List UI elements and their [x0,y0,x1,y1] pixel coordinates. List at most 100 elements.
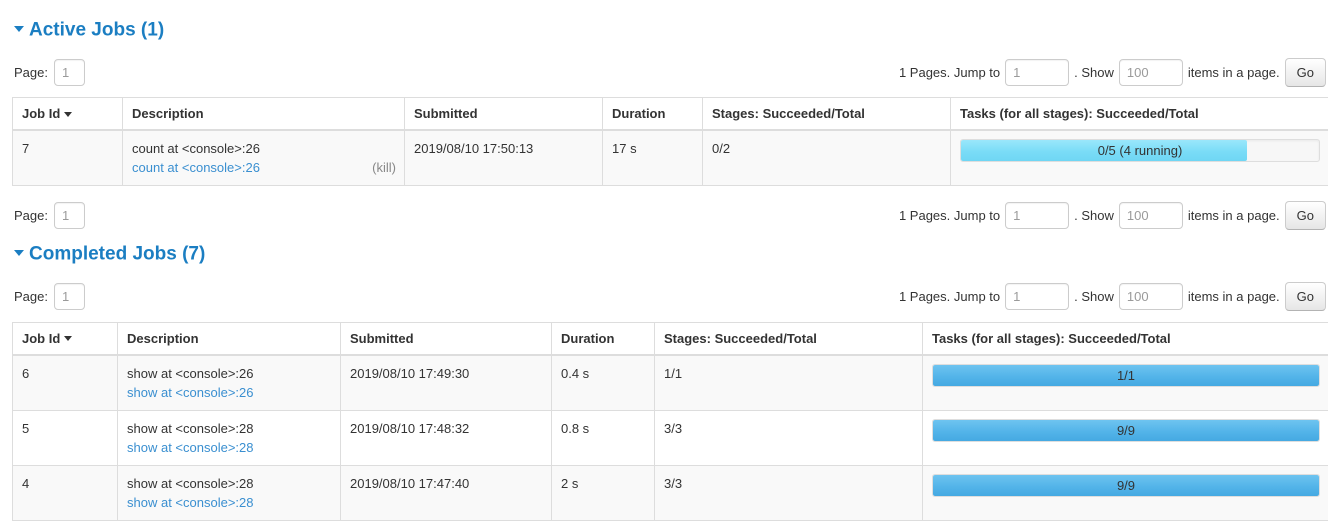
active-paging-bottom: Page: 1 Pages. Jump to . Show items in a… [0,198,1328,232]
pages-jump-label: 1 Pages. Jump to [899,289,1000,304]
col-header-job-id[interactable]: Job Id [13,322,118,355]
job-detail-link[interactable]: show at <console>:28 [127,438,332,457]
task-progress-label: 0/5 (4 running) [961,140,1319,161]
job-description-text: show at <console>:26 [127,364,332,383]
col-header-description[interactable]: Description [123,98,405,131]
col-header-tasks-label: Tasks (for all stages): Succeeded/Total [960,106,1199,121]
show-label: . Show [1074,65,1114,80]
spacer-a3 [0,186,1328,198]
task-progress-bar: 0/5 (4 running) [960,139,1320,162]
cell-duration: 0.8 s [552,410,655,465]
spacer-top [0,0,1328,20]
go-button[interactable]: Go [1285,58,1326,87]
task-progress-bar: 1/1 [932,364,1320,387]
spacer-c2 [0,314,1328,322]
col-header-submitted[interactable]: Submitted [405,98,603,131]
show-label: . Show [1074,208,1114,223]
cell-stages: 0/2 [703,130,951,186]
cell-job-id: 4 [13,465,118,520]
cell-submitted: 2019/08/10 17:50:13 [405,130,603,186]
items-in-page-label: items in a page. [1188,289,1280,304]
col-header-duration[interactable]: Duration [552,322,655,355]
cell-stages: 3/3 [655,465,923,520]
col-header-job-id-label: Job Id [22,106,60,121]
cell-stages: 3/3 [655,410,923,465]
col-header-stages[interactable]: Stages: Succeeded/Total [655,322,923,355]
col-header-submitted[interactable]: Submitted [341,322,552,355]
task-progress-bar: 9/9 [932,419,1320,442]
job-description-text: count at <console>:26 [132,139,396,158]
col-header-tasks[interactable]: Tasks (for all stages): Succeeded/Total [923,322,1328,355]
items-in-page-label: items in a page. [1188,208,1280,223]
jump-to-input[interactable] [1005,283,1069,310]
spacer-a1 [0,39,1328,55]
table-row: 7 count at <console>:26 count at <consol… [13,130,1328,186]
active-paging-bottom-left: Page: [0,202,85,229]
col-header-tasks-label: Tasks (for all stages): Succeeded/Total [932,331,1171,346]
cell-tasks: 9/9 [923,465,1328,520]
jump-to-input[interactable] [1005,202,1069,229]
col-header-description-label: Description [132,106,204,121]
cell-duration: 2 s [552,465,655,520]
col-header-duration-label: Duration [561,331,614,346]
col-header-duration-label: Duration [612,106,665,121]
col-header-submitted-label: Submitted [414,106,478,121]
cell-submitted: 2019/08/10 17:48:32 [341,410,552,465]
cell-tasks: 1/1 [923,355,1328,411]
cell-tasks: 9/9 [923,410,1328,465]
page-input[interactable] [54,59,85,86]
active-jobs-section-header[interactable]: Active Jobs (1) [14,20,1328,39]
active-paging-top-right: 1 Pages. Jump to . Show items in a page.… [899,55,1326,89]
caret-down-icon [14,250,24,256]
col-header-tasks[interactable]: Tasks (for all stages): Succeeded/Total [951,98,1328,131]
table-row: 4 show at <console>:28 show at <console>… [13,465,1328,520]
spacer-a2 [0,89,1328,97]
table-row: 6 show at <console>:26 show at <console>… [13,355,1328,411]
page-label: Page: [14,65,48,80]
cell-description: show at <console>:28 show at <console>:2… [118,465,341,520]
page-label: Page: [14,289,48,304]
page-input[interactable] [54,283,85,310]
kill-job-link[interactable]: (kill) [372,158,396,177]
show-label: . Show [1074,289,1114,304]
col-header-duration[interactable]: Duration [603,98,703,131]
page-size-input[interactable] [1119,59,1183,86]
sort-desc-icon [64,112,72,117]
task-progress-bar: 9/9 [932,474,1320,497]
spacer-a4 [0,232,1328,244]
completed-jobs-table: Job Id Description Submitted Duration St… [12,322,1328,521]
completed-paging-top-left: Page: [0,283,85,310]
active-jobs-title: Active Jobs (1) [29,19,164,40]
page-size-input[interactable] [1119,283,1183,310]
active-paging-top-left: Page: [0,59,85,86]
completed-jobs-header-row: Job Id Description Submitted Duration St… [13,322,1328,355]
cell-stages: 1/1 [655,355,923,411]
cell-description: count at <console>:26 count at <console>… [123,130,405,186]
cell-description: show at <console>:26 show at <console>:2… [118,355,341,411]
spacer-c1 [0,264,1328,280]
go-button[interactable]: Go [1285,201,1326,230]
col-header-description[interactable]: Description [118,322,341,355]
col-header-submitted-label: Submitted [350,331,414,346]
completed-paging-top: Page: 1 Pages. Jump to . Show items in a… [0,280,1328,314]
job-detail-link[interactable]: show at <console>:26 [127,383,332,402]
active-jobs-header-row: Job Id Description Submitted Duration St… [13,98,1328,131]
cell-description: show at <console>:28 show at <console>:2… [118,410,341,465]
pages-jump-label: 1 Pages. Jump to [899,208,1000,223]
jump-to-input[interactable] [1005,59,1069,86]
caret-down-icon [14,26,24,32]
col-header-stages[interactable]: Stages: Succeeded/Total [703,98,951,131]
job-description-text: show at <console>:28 [127,474,332,493]
job-detail-link[interactable]: count at <console>:26 [132,158,396,177]
page-size-input[interactable] [1119,202,1183,229]
cell-tasks: 0/5 (4 running) [951,130,1328,186]
cell-job-id: 6 [13,355,118,411]
go-button[interactable]: Go [1285,282,1326,311]
cell-submitted: 2019/08/10 17:47:40 [341,465,552,520]
col-header-job-id[interactable]: Job Id [13,98,123,131]
page-input[interactable] [54,202,85,229]
completed-jobs-section-header[interactable]: Completed Jobs (7) [14,244,1328,263]
task-progress-label: 1/1 [933,365,1319,386]
col-header-stages-label: Stages: Succeeded/Total [712,106,865,121]
